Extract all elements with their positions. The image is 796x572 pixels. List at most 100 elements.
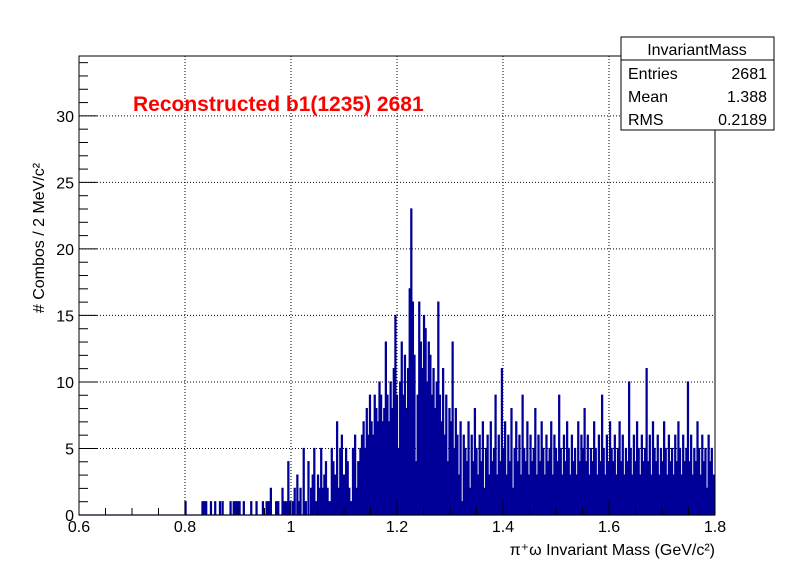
histogram-bin [611,448,612,515]
histogram-bin [352,448,353,515]
histogram-bin [700,475,701,515]
histogram-bin [471,435,472,515]
histogram-bin [366,409,367,515]
histogram-bin [517,462,518,515]
y-axis-title: # Combos / 2 MeV/c² [31,162,48,313]
histogram-bin [506,475,507,515]
histogram-bin [707,488,708,515]
histogram-bin [535,409,536,515]
histogram-bin [411,209,412,515]
histogram-bin [605,475,606,515]
histogram-bin [408,369,409,515]
histogram-bin [385,342,386,515]
histogram-bin [360,448,361,515]
histogram-bin [643,462,644,515]
histogram-bin [519,435,520,515]
histogram-bin [460,422,461,515]
histogram-bin [659,475,660,515]
histogram-bin [683,435,684,515]
histogram-bin [560,448,561,515]
histogram-bin [329,502,330,515]
histogram-bin [581,435,582,515]
histogram-bin [505,422,506,515]
histogram-bin [420,342,421,515]
histogram-bin [613,462,614,515]
histogram-bin [416,462,417,515]
histogram-bin [305,502,306,515]
histogram-bin [422,369,423,515]
histogram-bin [447,462,448,515]
histogram-bin [312,475,313,515]
histogram-bin [424,315,425,515]
histogram-bin [568,448,569,515]
histogram-bin [278,502,279,515]
histogram-bin [409,289,410,515]
histogram-bin [327,488,328,515]
histogram-bin [664,422,665,515]
histogram-bin [266,502,267,515]
histogram-bin [262,502,263,515]
histogram-bin [649,435,650,515]
x-tick-label: 0.8 [174,519,196,536]
histogram-bin [603,448,604,515]
histogram-bin [431,395,432,515]
histogram-bin [466,462,467,515]
histogram-bin [551,422,552,515]
histogram-bin [324,475,325,515]
grid-lines [79,56,715,515]
histogram-bin [660,448,661,515]
histogram-bin [493,448,494,515]
histogram-bin [470,488,471,515]
histogram-bin [594,422,595,515]
histogram-bin [368,435,369,515]
histogram-bin [540,462,541,515]
histogram-bin [689,462,690,515]
histogram-bin [673,475,674,515]
histogram-bin [443,369,444,515]
histogram-bin [587,435,588,515]
histogram-bin [584,409,585,515]
histogram-bin [672,448,673,515]
stats-box: InvariantMass Entries 2681 Mean 1.388 RM… [620,36,775,131]
histogram-bin [571,435,572,515]
histogram-bin [657,435,658,515]
histogram-bin [284,502,285,515]
histogram-bin [419,302,420,515]
histogram-bin [622,435,623,515]
histogram-bin [652,422,653,515]
histogram-bin [656,462,657,515]
histogram-bin [414,355,415,515]
histogram-bin [314,448,315,515]
histogram-bin [637,422,638,515]
histogram-bin [298,502,299,515]
histogram-bin [358,462,359,515]
histogram-bin [632,475,633,515]
x-tick-label: 1.2 [386,519,408,536]
histogram-bin [347,462,348,515]
histogram-bin [389,422,390,515]
histogram-bin [525,462,526,515]
histogram-bin [554,435,555,515]
histogram-bin [543,448,544,515]
histogram-bin [610,422,611,515]
histogram-bin [303,448,304,515]
histogram-bin [384,409,385,515]
histogram-bin [288,462,289,515]
histogram-bin [468,422,469,515]
histogram-bin [268,502,269,515]
histogram-bin [638,448,639,515]
y-tick-label: 25 [56,175,74,192]
histogram-bin [686,448,687,515]
histogram-bin [692,475,693,515]
histogram-bin [490,422,491,515]
histogram-bin [617,448,618,515]
histogram-bin [481,462,482,515]
histogram-bin [322,488,323,515]
histogram-bin [621,462,622,515]
histogram-bin [403,395,404,515]
histogram-bin [441,422,442,515]
histogram-bin [444,435,445,515]
histogram-bin [602,395,603,515]
histogram-bin [645,448,646,515]
histogram-bin [308,462,309,515]
